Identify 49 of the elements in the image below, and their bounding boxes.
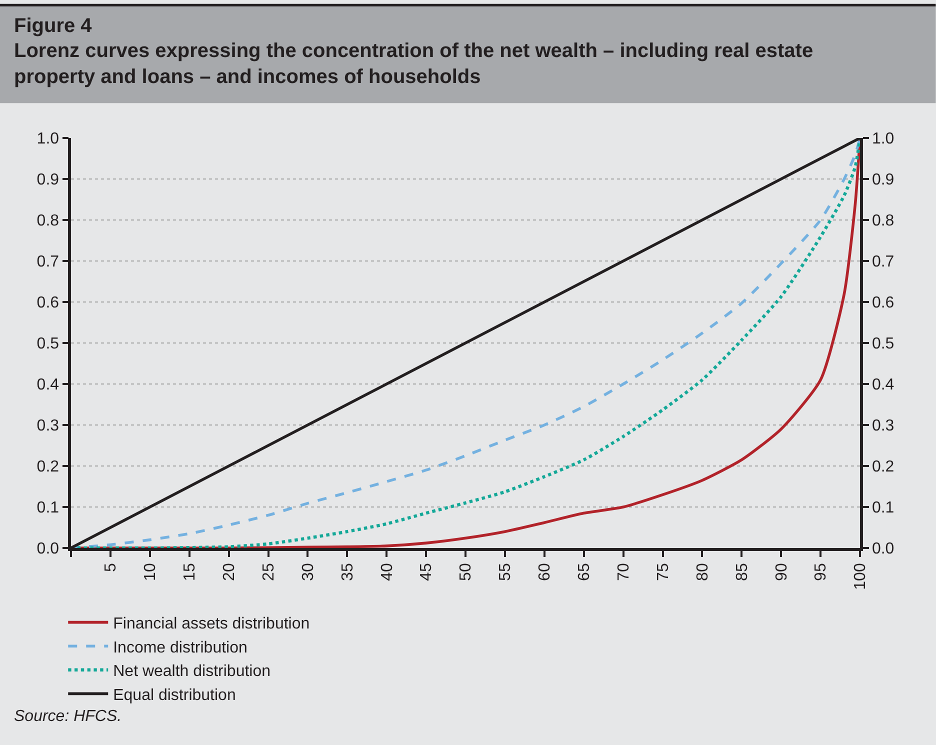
x-tick-label: 95 bbox=[812, 563, 830, 581]
y2-tick-label: 0.1 bbox=[872, 500, 894, 517]
x-tick-label: 90 bbox=[773, 563, 790, 581]
y2-tick-label: 0.5 bbox=[872, 336, 894, 353]
y2-tick-label: 0.3 bbox=[872, 418, 894, 435]
chart-subtitle: Lorenz curves expressing the concentration of the net wealth – including real estate property and loans – and incomes of households bbox=[14, 40, 814, 88]
y-tick-label: 0.6 bbox=[36, 294, 60, 312]
x-tick-label: 30 bbox=[300, 563, 317, 581]
y-tick-label: 0.2 bbox=[36, 458, 60, 476]
y-tick-label: 1.0 bbox=[36, 130, 60, 148]
y2-tick-label: 0.6 bbox=[872, 294, 894, 312]
y2-tick-label: 1.0 bbox=[872, 130, 894, 148]
x-tick-label: 40 bbox=[378, 563, 396, 581]
y2-tick-label: 0.7 bbox=[872, 254, 894, 271]
x-tick-label: 45 bbox=[418, 563, 436, 581]
x-tick-label: 80 bbox=[694, 563, 712, 581]
legend-label: Equal distribution bbox=[113, 686, 236, 704]
y2-tick-label: 0.4 bbox=[872, 376, 894, 394]
x-tick-label: 25 bbox=[260, 563, 278, 581]
x-tick-label: 60 bbox=[536, 563, 554, 581]
x-tick-label: 100 bbox=[852, 563, 870, 590]
y-tick-label: 0.7 bbox=[36, 254, 60, 271]
y2-tick-label: 0.0 bbox=[872, 540, 894, 558]
y-tick-label: 0.1 bbox=[36, 500, 60, 517]
y2-tick-label: 0.2 bbox=[872, 458, 894, 476]
y2-tick-label: 0.8 bbox=[872, 212, 894, 230]
x-tick-label: 15 bbox=[182, 563, 199, 581]
legend-label: Net wealth distribution bbox=[113, 663, 271, 680]
x-tick-label: 10 bbox=[142, 563, 160, 581]
x-tick-label: 20 bbox=[221, 563, 238, 581]
x-tick-label: 85 bbox=[734, 563, 751, 581]
y-tick-label: 0.9 bbox=[36, 172, 60, 189]
x-tick-label: 70 bbox=[616, 563, 632, 581]
x-tick-label: 55 bbox=[497, 563, 514, 581]
y-tick-label: 0.5 bbox=[36, 336, 60, 353]
chart-title: Figure 4 bbox=[14, 15, 93, 37]
legend-label: Income distribution bbox=[113, 639, 248, 656]
y-tick-label: 0.0 bbox=[36, 540, 60, 558]
y-tick-label: 0.3 bbox=[36, 418, 60, 435]
y-tick-label: 0.4 bbox=[36, 376, 60, 394]
y-tick-label: 0.8 bbox=[36, 212, 60, 230]
source-note: Source: HFCS. bbox=[14, 708, 122, 725]
x-tick-label: 50 bbox=[458, 563, 475, 581]
legend-label: Financial assets distribution bbox=[113, 616, 310, 633]
x-tick-label: 65 bbox=[576, 563, 594, 581]
x-tick-label: 5 bbox=[102, 563, 120, 572]
x-tick-label: 35 bbox=[339, 563, 356, 581]
y2-tick-label: 0.9 bbox=[872, 172, 894, 189]
x-tick-label: 75 bbox=[654, 563, 672, 581]
